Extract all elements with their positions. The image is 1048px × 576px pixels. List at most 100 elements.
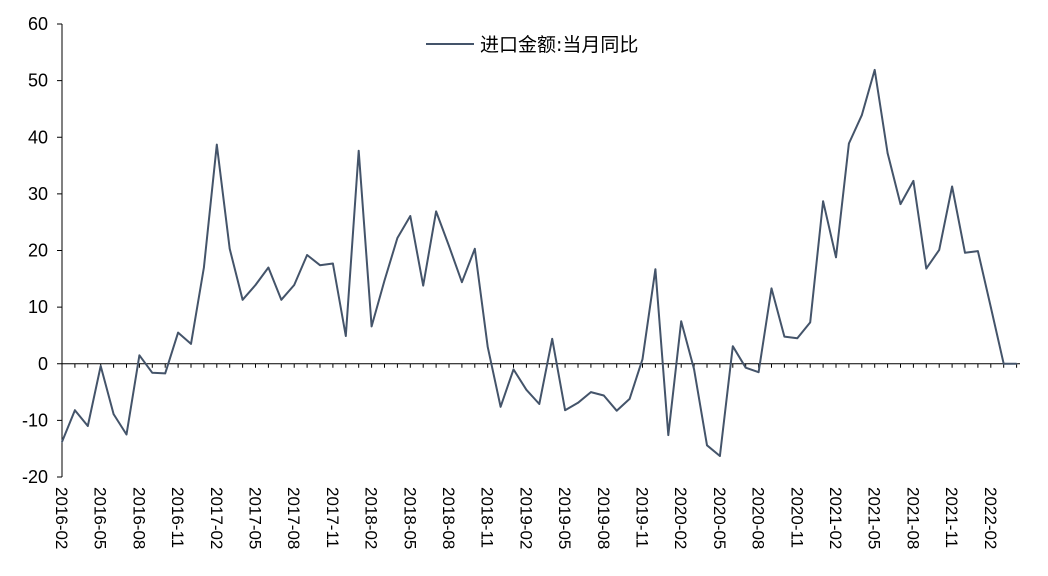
data-point	[925, 267, 928, 270]
data-point	[461, 281, 463, 284]
data-point	[590, 391, 592, 393]
x-tick-label: 2016-02	[52, 487, 71, 549]
data-point	[603, 394, 605, 397]
data-point	[512, 368, 515, 371]
x-tick-label: 2021-08	[903, 487, 922, 549]
data-point	[61, 441, 63, 443]
data-point	[667, 434, 670, 436]
data-point	[680, 320, 682, 323]
data-point	[977, 250, 979, 252]
data-point	[345, 335, 347, 337]
data-point	[370, 325, 373, 328]
data-point	[151, 372, 154, 374]
x-tick-label: 2022-02	[981, 487, 1000, 549]
data-point	[770, 287, 773, 290]
x-tick-label: 2021-05	[865, 487, 884, 549]
data-point	[628, 398, 631, 400]
data-point	[525, 389, 528, 391]
data-point	[74, 409, 76, 412]
data-point	[125, 433, 128, 436]
y-tick-label: 10	[28, 297, 48, 317]
x-axis-ticks: 2016-02 2016-05 2016-08 2016-11 2017-02 2017-…	[52, 363, 1018, 549]
data-point	[190, 343, 192, 345]
legend-label: 进口金额:当月同比	[480, 34, 638, 56]
data-point	[435, 210, 437, 213]
data-point	[538, 403, 541, 405]
x-tick-label: 2017-05	[246, 487, 265, 549]
data-point	[254, 284, 257, 286]
x-tick-label: 2021-02	[826, 487, 845, 549]
data-point	[486, 346, 489, 348]
data-point	[99, 365, 102, 367]
data-point	[744, 366, 747, 369]
data-point	[422, 284, 425, 287]
series-line-import-yoy	[61, 68, 1017, 457]
data-point	[654, 268, 657, 271]
data-point	[474, 248, 476, 250]
data-point	[886, 152, 889, 154]
y-tick-label: 0	[38, 354, 48, 374]
data-point	[228, 248, 231, 250]
x-tick-label: 2016-08	[129, 487, 148, 549]
x-tick-label: 2020-11	[787, 487, 806, 548]
data-point	[293, 284, 296, 286]
legend: 进口金额:当月同比	[426, 34, 638, 56]
data-point	[757, 371, 760, 374]
y-tick-label: -20	[22, 467, 48, 487]
x-tick-label: 2017-02	[207, 487, 226, 549]
x-tick-label: 2018-08	[439, 487, 458, 549]
x-tick-label: 2017-08	[284, 487, 303, 549]
x-tick-label: 2016-11	[168, 487, 187, 548]
data-point	[357, 150, 360, 152]
y-tick-label: 60	[28, 14, 48, 34]
data-point	[990, 306, 992, 308]
data-point	[964, 252, 966, 254]
data-point	[822, 200, 824, 202]
x-tick-label: 2020-05	[710, 487, 729, 549]
y-tick-label: 30	[28, 184, 48, 204]
data-point	[112, 413, 115, 415]
x-tick-label: 2016-05	[91, 487, 110, 549]
data-point	[241, 299, 244, 301]
data-point	[719, 455, 721, 457]
x-tick-label: 2019-11	[633, 487, 652, 548]
data-point	[577, 402, 579, 404]
y-tick-label: 20	[28, 241, 48, 261]
data-point	[564, 409, 566, 412]
y-axis-ticks: -20 -10 0 10 20 30 40 50 60	[22, 14, 62, 487]
data-point	[835, 256, 837, 259]
data-point	[332, 262, 334, 265]
data-point	[873, 69, 876, 71]
data-point	[87, 425, 89, 427]
data-point	[499, 406, 502, 408]
data-point	[912, 180, 915, 182]
data-point	[1002, 363, 1005, 365]
data-point	[899, 203, 902, 205]
x-tick-label: 2020-02	[671, 487, 690, 549]
x-tick-label: 2019-08	[594, 487, 613, 549]
y-tick-label: 40	[28, 127, 48, 147]
data-point	[306, 254, 308, 256]
data-point	[409, 215, 412, 217]
data-point	[706, 444, 708, 447]
data-point	[267, 266, 270, 269]
data-point	[177, 331, 179, 334]
data-point	[216, 143, 218, 146]
series-group	[61, 68, 1018, 457]
x-tick-label: 2020-08	[749, 487, 768, 549]
x-tick-label: 2019-05	[555, 487, 574, 549]
data-point	[641, 358, 644, 361]
data-point	[383, 279, 386, 282]
data-point	[693, 368, 695, 371]
data-point	[396, 237, 399, 239]
data-point	[796, 337, 799, 340]
data-point	[938, 249, 940, 251]
x-tick-label: 2021-11	[942, 487, 961, 548]
y-tick-label: -10	[22, 410, 48, 430]
x-tick-label: 2018-05	[400, 487, 419, 549]
data-point	[448, 245, 450, 247]
data-point	[1015, 363, 1018, 365]
data-point	[732, 345, 734, 348]
x-tick-label: 2018-11	[478, 487, 497, 548]
